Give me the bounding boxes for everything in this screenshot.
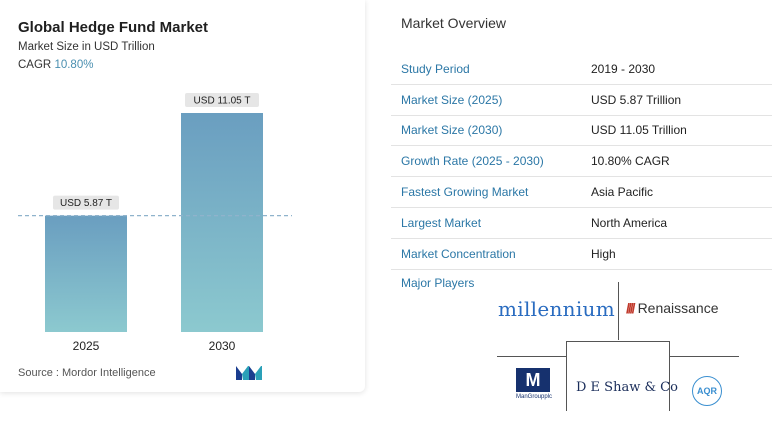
data-label-bg [185,93,259,107]
overview-key: Market Size (2025) [401,92,503,107]
players-divider [566,341,567,411]
chart-cagr: CAGR 10.80% [18,59,93,71]
overview-value: USD 5.87 Trillion [591,92,682,107]
cagr-value: 10.80% [54,59,94,71]
chart-title: Global Hedge Fund Market [18,19,209,36]
overview-value: USD 11.05 Trillion [591,123,687,138]
players-divider [669,356,739,357]
overview-row: Fastest Growing Market Asia Pacific [391,177,772,208]
players-divider [566,341,670,342]
overview-key: Fastest Growing Market [401,185,529,200]
overview-title: Market Overview [401,15,507,31]
overview-key: Study Period [401,61,470,76]
overview-row: Largest Market North America [391,208,772,239]
players-divider [669,341,670,411]
renaissance-name: Renaissance [637,300,719,316]
data-label: USD 11.05 T [194,96,251,107]
overview-key: Largest Market [401,215,482,230]
x-tick-label: 2025 [73,339,100,353]
overview-value: 10.80% CAGR [591,154,670,169]
x-tick-label: 2030 [209,339,236,353]
overview-key: Growth Rate (2025 - 2030) [401,154,544,169]
deshaw-logo: D E Shaw & Co [576,380,678,395]
overview-value: North America [591,215,668,230]
overview-key: Market Size (2030) [401,123,503,138]
overview-value: Asia Pacific [591,185,654,200]
aqr-logo: AQR [692,376,722,406]
renaissance-logo: //// Renaissance [626,300,719,316]
renaissance-mark-icon: //// [626,300,635,316]
bar-2030 [181,113,263,332]
overview-table: Study Period 2019 - 2030 Market Size (20… [391,54,772,270]
players-divider [618,282,619,340]
man-group-logo: M ManGroupplc [516,368,552,400]
mordor-logo-icon [236,366,262,380]
chart-card: Global Hedge Fund Market Market Size in … [0,0,365,392]
overview-row: Market Concentration High [391,239,772,270]
bar-2025 [45,215,127,332]
overview-row: Market Size (2030) USD 11.05 Trillion [391,116,772,147]
source-note: Source : Mordor Intelligence [18,367,156,379]
man-group-mark: M [516,368,550,392]
data-label-bg [53,195,119,210]
overview-row: Growth Rate (2025 - 2030) 10.80% CAGR [391,146,772,178]
overview-value: 2019 - 2030 [591,61,656,76]
overview-row: Market Size (2025) USD 5.87 Trillion [391,85,772,116]
overview-value: High [591,246,616,261]
cagr-label: CAGR [18,59,52,71]
chart-subtitle: Market Size in USD Trillion [18,41,155,53]
bar-chart: USD 5.87 T 2025 USD 11.05 T 2030 [18,93,292,353]
major-players-label: Major Players [401,276,475,290]
data-label: USD 5.87 T [60,198,112,209]
man-group-caption: ManGroupplc [516,394,553,400]
players-divider [497,356,567,357]
overview-row: Study Period 2019 - 2030 [391,54,772,85]
millennium-logo: millennium [498,297,615,321]
overview-key: Market Concentration [401,246,516,261]
